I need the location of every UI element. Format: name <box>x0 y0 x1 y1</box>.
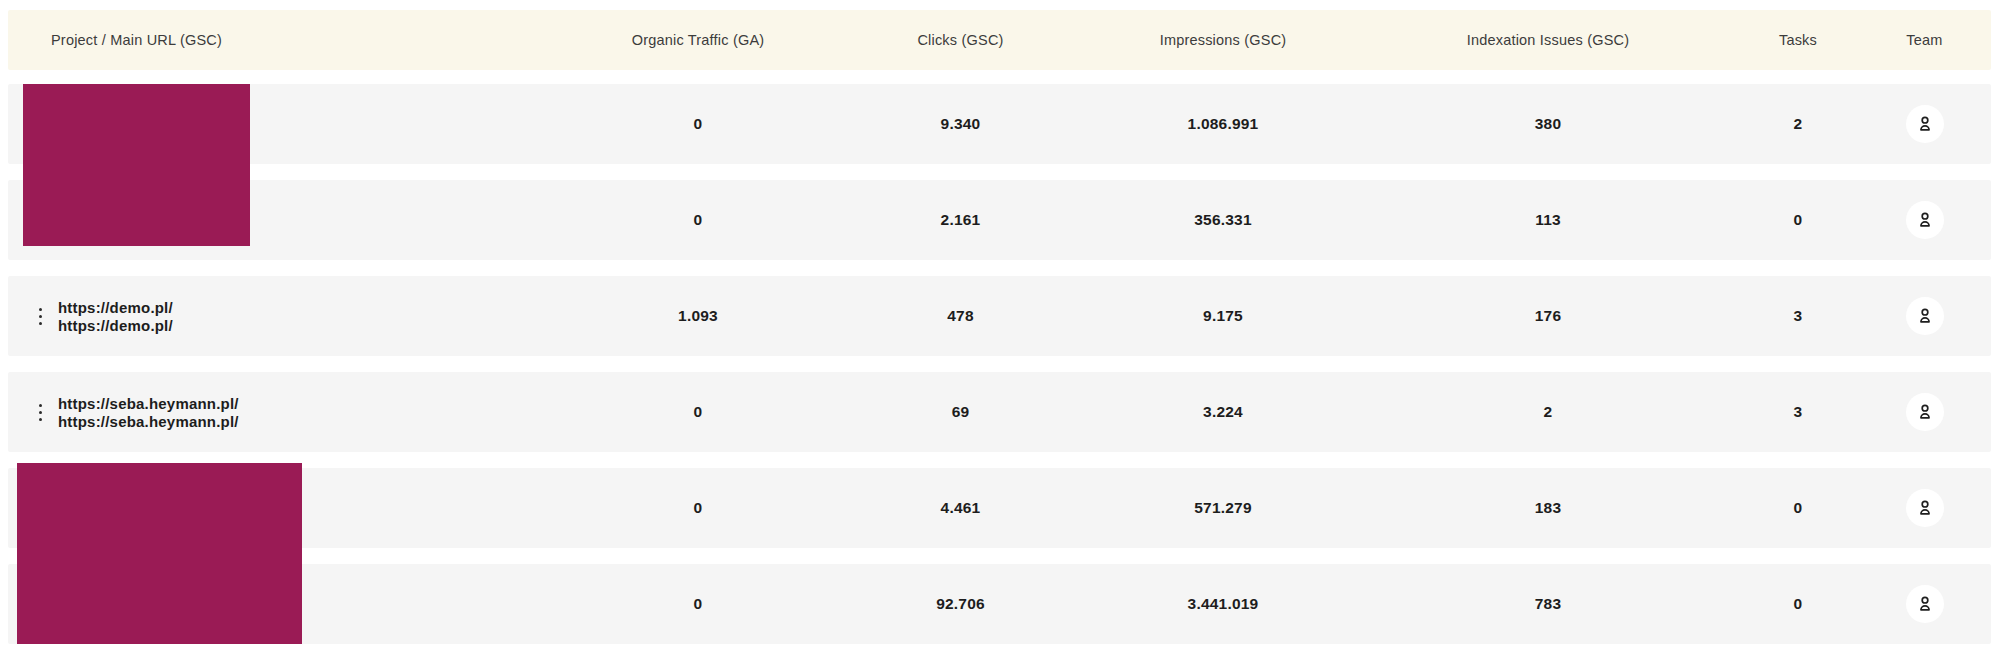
project-links: https://demo.pl/ https://demo.pl/ <box>58 300 173 333</box>
person-icon <box>1916 211 1934 229</box>
team-button[interactable] <box>1906 393 1944 431</box>
impressions-value: 571.279 <box>1088 499 1358 517</box>
tasks-value: 3 <box>1738 403 1858 421</box>
person-icon <box>1916 595 1934 613</box>
table-row: 0 92.706 3.441.019 783 0 <box>8 564 1991 644</box>
impressions-value: 9.175 <box>1088 307 1358 325</box>
clicks-value: 478 <box>833 307 1088 325</box>
row-menu-button[interactable] <box>32 304 48 329</box>
indexation-issues-value: 176 <box>1358 307 1738 325</box>
column-header-indexation-issues: Indexation Issues (GSC) <box>1358 32 1738 48</box>
project-name-link[interactable]: https://demo.pl/ <box>58 300 173 315</box>
clicks-value: 9.340 <box>833 115 1088 133</box>
table-header: Project / Main URL (GSC) Organic Traffic… <box>8 10 1991 70</box>
impressions-value: 356.331 <box>1088 211 1358 229</box>
organic-traffic-value: 0 <box>563 211 833 229</box>
indexation-issues-value: 2 <box>1358 403 1738 421</box>
impressions-value: 3.441.019 <box>1088 595 1358 613</box>
tasks-value: 0 <box>1738 499 1858 517</box>
tasks-value: 3 <box>1738 307 1858 325</box>
tasks-value: 0 <box>1738 595 1858 613</box>
team-button[interactable] <box>1906 585 1944 623</box>
column-header-impressions: Impressions (GSC) <box>1088 32 1358 48</box>
column-header-tasks: Tasks <box>1738 32 1858 48</box>
project-links: https://seba.heymann.pl/ https://seba.he… <box>58 396 239 429</box>
organic-traffic-value: 0 <box>563 115 833 133</box>
main-url-link[interactable]: https://demo.pl/ <box>58 318 173 333</box>
organic-traffic-value: 0 <box>563 499 833 517</box>
team-button[interactable] <box>1906 297 1944 335</box>
column-header-organic-traffic: Organic Traffic (GA) <box>563 32 833 48</box>
clicks-value: 4.461 <box>833 499 1088 517</box>
person-icon <box>1916 499 1934 517</box>
projects-dashboard: Project / Main URL (GSC) Organic Traffic… <box>0 0 1999 660</box>
clicks-value: 92.706 <box>833 595 1088 613</box>
impressions-value: 3.224 <box>1088 403 1358 421</box>
person-icon <box>1916 115 1934 133</box>
column-header-clicks: Clicks (GSC) <box>833 32 1088 48</box>
table-row: https://seba.heymann.pl/ https://seba.he… <box>8 372 1991 452</box>
column-header-team: Team <box>1858 32 1991 48</box>
organic-traffic-value: 0 <box>563 403 833 421</box>
indexation-issues-value: 183 <box>1358 499 1738 517</box>
redaction-overlay <box>23 84 250 246</box>
tasks-value: 2 <box>1738 115 1858 133</box>
tasks-value: 0 <box>1738 211 1858 229</box>
person-icon <box>1916 403 1934 421</box>
person-icon <box>1916 307 1934 325</box>
clicks-value: 2.161 <box>833 211 1088 229</box>
table-row: 0 9.340 1.086.991 380 2 <box>8 84 1991 164</box>
table-row: 0 4.461 571.279 183 0 <box>8 468 1991 548</box>
indexation-issues-value: 380 <box>1358 115 1738 133</box>
impressions-value: 1.086.991 <box>1088 115 1358 133</box>
redaction-overlay <box>17 463 302 644</box>
column-header-project: Project / Main URL (GSC) <box>8 32 563 48</box>
table-row: 0 2.161 356.331 113 0 <box>8 180 1991 260</box>
team-button[interactable] <box>1906 201 1944 239</box>
organic-traffic-value: 1.093 <box>563 307 833 325</box>
indexation-issues-value: 783 <box>1358 595 1738 613</box>
main-url-link[interactable]: https://seba.heymann.pl/ <box>58 414 239 429</box>
indexation-issues-value: 113 <box>1358 211 1738 229</box>
row-menu-button[interactable] <box>32 400 48 425</box>
organic-traffic-value: 0 <box>563 595 833 613</box>
clicks-value: 69 <box>833 403 1088 421</box>
team-button[interactable] <box>1906 105 1944 143</box>
table-row: https://demo.pl/ https://demo.pl/ 1.093 … <box>8 276 1991 356</box>
project-name-link[interactable]: https://seba.heymann.pl/ <box>58 396 239 411</box>
team-button[interactable] <box>1906 489 1944 527</box>
kebab-vertical-icon <box>39 404 42 407</box>
kebab-vertical-icon <box>39 308 42 311</box>
